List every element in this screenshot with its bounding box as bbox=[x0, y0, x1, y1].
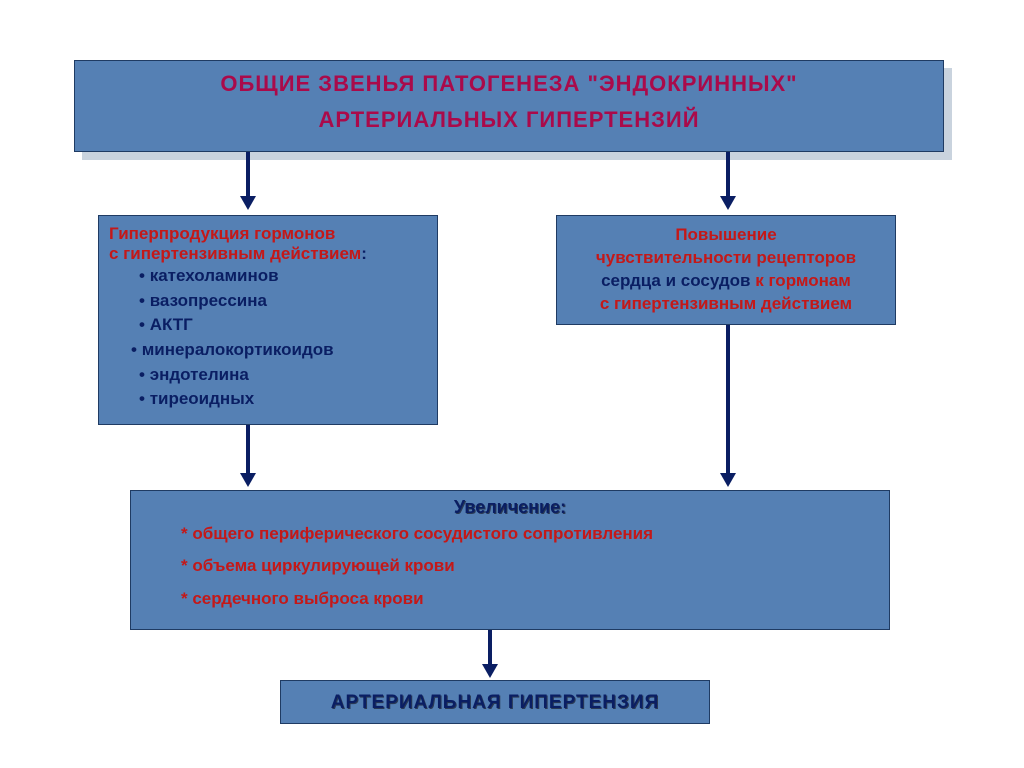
title-line-2: АРТЕРИАЛЬНЫХ ГИПЕРТЕНЗИЙ bbox=[75, 107, 943, 133]
left-box: Гиперпродукция гормонов с гипертензивным… bbox=[98, 215, 438, 425]
left-bullet-3: минералокортикоидов bbox=[109, 338, 427, 363]
result-text: АРТЕРИАЛЬНАЯ ГИПЕРТЕНЗИЯ bbox=[281, 681, 709, 725]
right-line-2: чувствительности рецепторов bbox=[567, 247, 885, 270]
right-line-1: Повышение bbox=[567, 224, 885, 247]
title-box: ОБЩИЕ ЗВЕНЬЯ ПАТОГЕНЕЗА "ЭНДОКРИННЫХ" АР… bbox=[74, 60, 944, 152]
right-line-3a: сердца и сосудов bbox=[601, 271, 755, 290]
left-bullet-0: катехоламинов bbox=[109, 264, 427, 289]
left-bullet-1: вазопрессина bbox=[109, 289, 427, 314]
title-line-1: ОБЩИЕ ЗВЕНЬЯ ПАТОГЕНЕЗА "ЭНДОКРИННЫХ" bbox=[75, 71, 943, 97]
right-line-4: с гипертензивным действием bbox=[567, 293, 885, 316]
left-header-2: с гипертензивным действием: bbox=[109, 244, 427, 264]
result-box: АРТЕРИАЛЬНАЯ ГИПЕРТЕНЗИЯ bbox=[280, 680, 710, 724]
left-bullet-2: АКТГ bbox=[109, 313, 427, 338]
increase-item-1: * объема циркулирующей крови bbox=[141, 550, 879, 582]
left-bullet-5: тиреоидных bbox=[109, 387, 427, 412]
increase-header: Увеличение: bbox=[141, 497, 879, 518]
left-header-2-colon: : bbox=[361, 244, 367, 263]
left-header-2-red: с гипертензивным действием bbox=[109, 244, 361, 263]
left-header-1: Гиперпродукция гормонов bbox=[109, 224, 427, 244]
increase-item-2: * сердечного выброса крови bbox=[141, 583, 879, 615]
increase-box: Увеличение: * общего периферического сос… bbox=[130, 490, 890, 630]
increase-item-0: * общего периферического сосудистого соп… bbox=[141, 518, 879, 550]
left-bullet-4: эндотелина bbox=[109, 363, 427, 388]
right-line-3: сердца и сосудов к гормонам bbox=[567, 270, 885, 293]
right-box: Повышение чувствительности рецепторов се… bbox=[556, 215, 896, 325]
right-line-3b: к гормонам bbox=[755, 271, 851, 290]
